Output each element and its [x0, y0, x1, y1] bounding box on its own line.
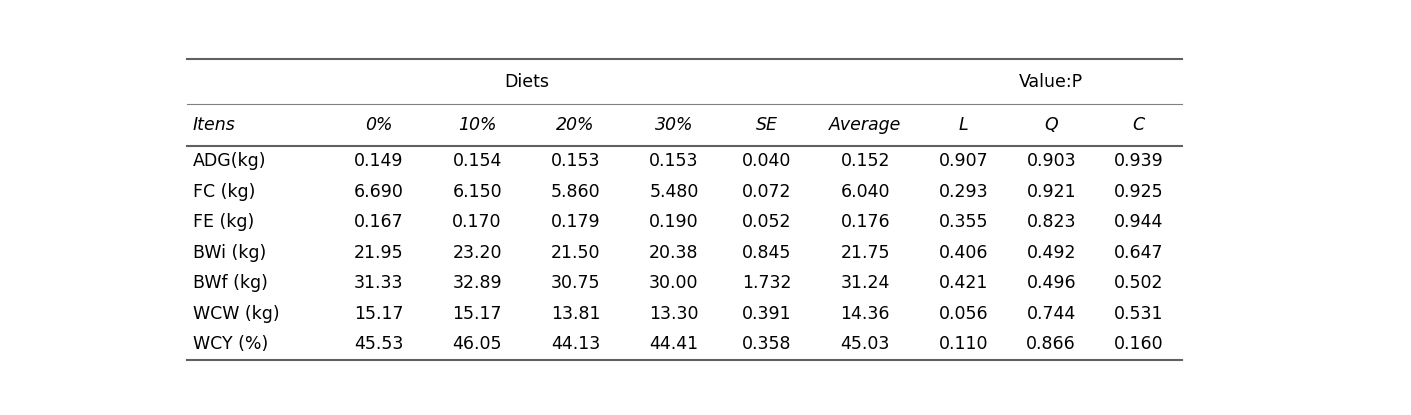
- Text: ADG(kg): ADG(kg): [193, 152, 267, 170]
- Text: 20.38: 20.38: [649, 244, 698, 262]
- Text: 32.89: 32.89: [453, 274, 502, 292]
- Text: 0.072: 0.072: [742, 183, 792, 200]
- Text: 0.944: 0.944: [1115, 213, 1163, 231]
- Text: 5.860: 5.860: [550, 183, 600, 200]
- Text: FE (kg): FE (kg): [193, 213, 254, 231]
- Text: 0.406: 0.406: [938, 244, 989, 262]
- Text: 0.531: 0.531: [1113, 305, 1164, 323]
- Text: 46.05: 46.05: [453, 335, 502, 354]
- Text: 0.925: 0.925: [1113, 183, 1164, 200]
- Text: 6.690: 6.690: [354, 183, 404, 200]
- Text: 30.75: 30.75: [550, 274, 600, 292]
- Text: WCY (%): WCY (%): [193, 335, 268, 354]
- Text: Itens: Itens: [193, 116, 236, 134]
- Text: FC (kg): FC (kg): [193, 183, 255, 200]
- Text: 13.81: 13.81: [550, 305, 600, 323]
- Text: 10%: 10%: [457, 116, 497, 134]
- Text: 0.921: 0.921: [1026, 183, 1077, 200]
- Text: 21.75: 21.75: [841, 244, 890, 262]
- Text: 0.040: 0.040: [742, 152, 792, 170]
- Text: 0.939: 0.939: [1113, 152, 1164, 170]
- Text: 0.153: 0.153: [649, 152, 698, 170]
- Text: 0.421: 0.421: [940, 274, 988, 292]
- Text: Diets: Diets: [504, 73, 549, 91]
- Text: 0.154: 0.154: [453, 152, 502, 170]
- Text: 0.170: 0.170: [453, 213, 502, 231]
- Text: 0.647: 0.647: [1113, 244, 1164, 262]
- Text: Value:P: Value:P: [1019, 73, 1084, 91]
- Text: 0.153: 0.153: [550, 152, 600, 170]
- Text: 0.149: 0.149: [354, 152, 404, 170]
- Text: 0.823: 0.823: [1026, 213, 1077, 231]
- Text: 0.190: 0.190: [649, 213, 698, 231]
- Text: 5.480: 5.480: [649, 183, 698, 200]
- Text: 1.732: 1.732: [742, 274, 792, 292]
- Text: 31.24: 31.24: [841, 274, 890, 292]
- Text: 0.176: 0.176: [841, 213, 890, 231]
- Text: 30.00: 30.00: [649, 274, 698, 292]
- Text: 0.496: 0.496: [1026, 274, 1077, 292]
- Text: 0.293: 0.293: [938, 183, 989, 200]
- Text: 0.179: 0.179: [550, 213, 600, 231]
- Text: Q: Q: [1044, 116, 1058, 134]
- Text: 0.744: 0.744: [1027, 305, 1075, 323]
- Text: 0.355: 0.355: [938, 213, 989, 231]
- Text: 6.150: 6.150: [453, 183, 502, 200]
- Text: 15.17: 15.17: [453, 305, 502, 323]
- Text: BWi (kg): BWi (kg): [193, 244, 267, 262]
- Text: 21.95: 21.95: [354, 244, 404, 262]
- Text: 45.53: 45.53: [354, 335, 404, 354]
- Text: 0.052: 0.052: [742, 213, 792, 231]
- Text: 0.903: 0.903: [1026, 152, 1077, 170]
- Text: 13.30: 13.30: [649, 305, 698, 323]
- Text: 0.845: 0.845: [742, 244, 792, 262]
- Text: C: C: [1133, 116, 1144, 134]
- Text: BWf (kg): BWf (kg): [193, 274, 268, 292]
- Text: 6.040: 6.040: [841, 183, 890, 200]
- Text: 0%: 0%: [365, 116, 392, 134]
- Text: 0.110: 0.110: [938, 335, 989, 354]
- Text: 0.502: 0.502: [1113, 274, 1164, 292]
- Text: 14.36: 14.36: [841, 305, 890, 323]
- Text: 20%: 20%: [556, 116, 595, 134]
- Text: 0.492: 0.492: [1026, 244, 1077, 262]
- Text: 0.358: 0.358: [742, 335, 792, 354]
- Text: SE: SE: [756, 116, 777, 134]
- Text: WCW (kg): WCW (kg): [193, 305, 279, 323]
- Text: 44.13: 44.13: [550, 335, 600, 354]
- Text: 31.33: 31.33: [354, 274, 404, 292]
- Text: 0.056: 0.056: [938, 305, 989, 323]
- Text: 44.41: 44.41: [649, 335, 698, 354]
- Text: 21.50: 21.50: [550, 244, 600, 262]
- Text: 0.907: 0.907: [938, 152, 989, 170]
- Text: L: L: [959, 116, 968, 134]
- Text: Average: Average: [830, 116, 902, 134]
- Text: 0.152: 0.152: [841, 152, 890, 170]
- Text: 15.17: 15.17: [354, 305, 404, 323]
- Text: 23.20: 23.20: [453, 244, 502, 262]
- Text: 45.03: 45.03: [841, 335, 890, 354]
- Text: 0.160: 0.160: [1113, 335, 1164, 354]
- Text: 0.866: 0.866: [1026, 335, 1077, 354]
- Text: 0.391: 0.391: [742, 305, 792, 323]
- Text: 30%: 30%: [655, 116, 693, 134]
- Text: 0.167: 0.167: [354, 213, 404, 231]
